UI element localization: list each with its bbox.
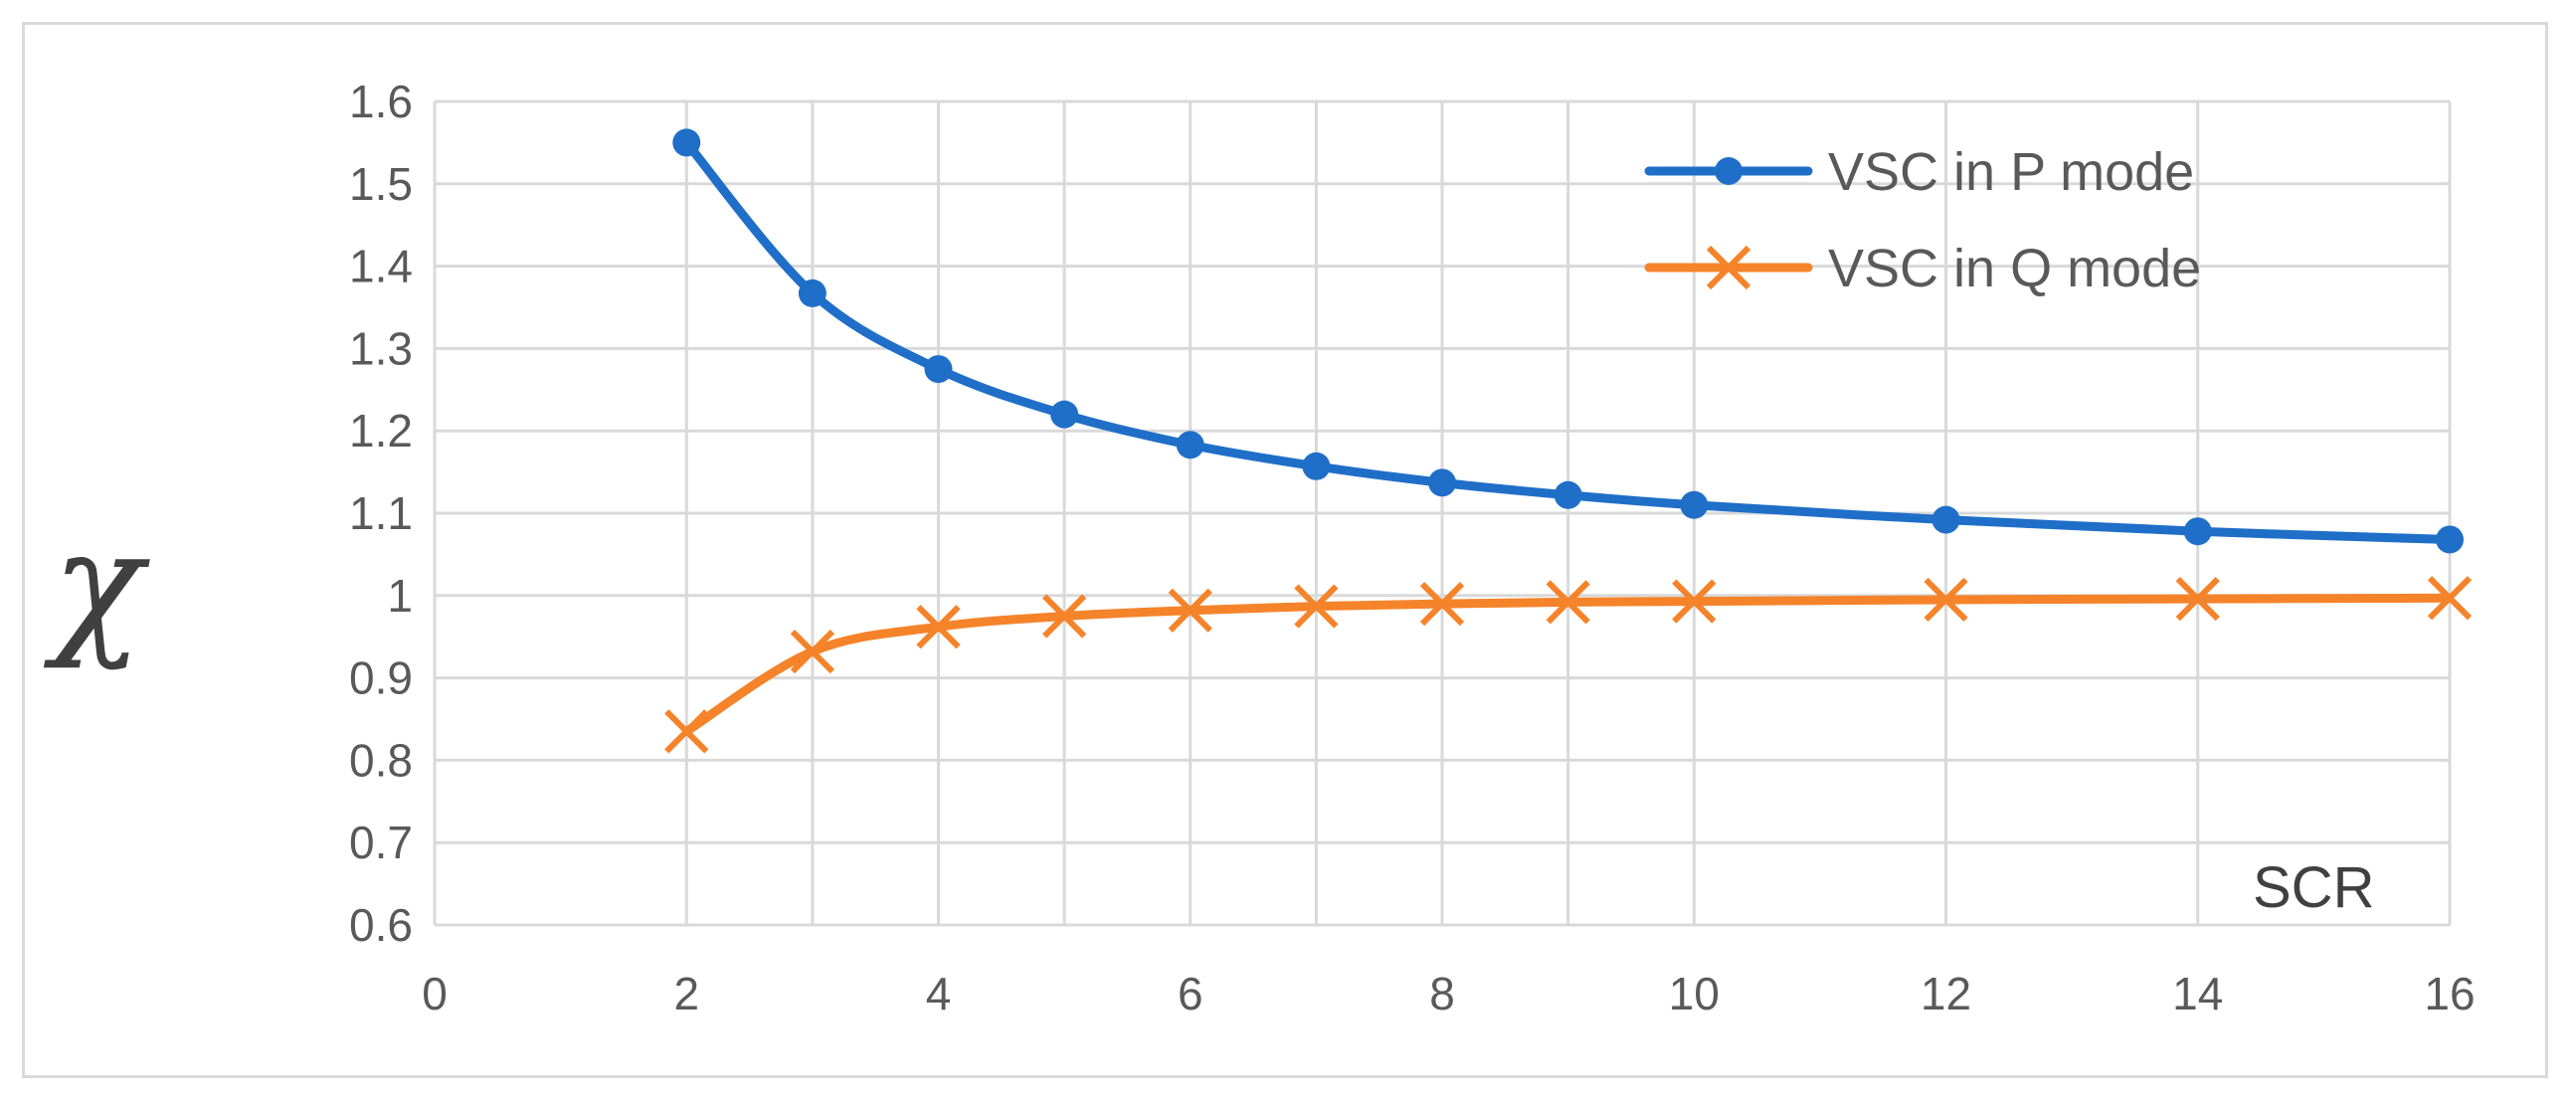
x-axis-ticks: 0 2 4 6 8 10 12 14 16	[422, 968, 2475, 1019]
data-point	[924, 355, 953, 384]
chart-frame	[22, 22, 2548, 1078]
y-tick-label: 1	[387, 570, 413, 622]
data-point	[1419, 581, 1465, 627]
x-axis-label: SCR	[2253, 855, 2374, 920]
data-point	[1294, 584, 1339, 629]
data-point	[1680, 490, 1709, 519]
series-line	[681, 137, 2455, 544]
data-point-stroke	[1042, 594, 1087, 639]
legend-label: VSC in P mode	[1828, 142, 2194, 202]
data-point	[2427, 576, 2473, 621]
x-tick-label: 12	[1921, 968, 1971, 1019]
data-point	[1302, 452, 1331, 480]
data-point	[916, 605, 961, 649]
y-tick-label: 0.6	[349, 899, 413, 951]
data-point-stroke	[664, 709, 709, 754]
y-tick-label: 1.3	[349, 322, 413, 374]
data-point-stroke	[1672, 579, 1717, 624]
x-tick-label: 8	[1429, 968, 1455, 1019]
data-point	[664, 709, 709, 754]
y-tick-label: 1.2	[349, 405, 413, 457]
data-point	[2183, 517, 2212, 546]
legend-entry: VSC in Q mode	[1644, 239, 2201, 298]
data-point	[1546, 580, 1590, 625]
data-point	[1176, 431, 1204, 459]
data-point-stroke	[1294, 584, 1339, 629]
y-axis-label: χ	[44, 499, 151, 672]
x-tick-label: 16	[2424, 968, 2475, 1019]
y-tick-label: 0.7	[349, 817, 413, 868]
y-tick-label: 1.4	[349, 241, 413, 292]
legend-marker-stroke	[1706, 245, 1751, 290]
data-point	[1428, 468, 1456, 497]
data-point	[1924, 577, 1968, 623]
data-point-stroke	[1546, 580, 1590, 625]
legend: VSC in P mode VSC in Q mode	[1644, 142, 2201, 298]
series-q-mode	[664, 576, 2473, 754]
legend-marker	[1715, 157, 1743, 185]
data-point	[2436, 525, 2464, 554]
data-point	[1168, 588, 1212, 633]
x-tick-label: 10	[1669, 968, 1720, 1019]
x-tick-label: 6	[1178, 968, 1203, 1019]
y-tick-label: 0.9	[349, 652, 413, 704]
x-tick-label: 0	[422, 968, 448, 1019]
data-point	[672, 128, 701, 157]
x-tick-label: 14	[2172, 968, 2223, 1019]
data-point-stroke	[790, 629, 834, 674]
data-point	[2175, 576, 2220, 622]
data-point-stroke	[1419, 581, 1465, 627]
data-point-stroke	[916, 605, 961, 649]
data-point-stroke	[2427, 576, 2473, 621]
grid	[433, 99, 2452, 927]
data-point	[1932, 505, 1960, 534]
legend-entry: VSC in P mode	[1644, 142, 2194, 202]
legend-marker	[1706, 245, 1751, 290]
data-point	[1672, 579, 1717, 624]
y-tick-label: 0.8	[349, 734, 413, 786]
data-point	[1042, 594, 1087, 639]
y-tick-label: 1.5	[349, 158, 413, 210]
legend-label: VSC in Q mode	[1828, 239, 2201, 298]
series-layer	[664, 128, 2473, 754]
data-point	[798, 278, 827, 307]
series-p-mode	[672, 128, 2464, 554]
data-point	[1554, 480, 1582, 509]
data-point-stroke	[2175, 576, 2220, 622]
y-axis-ticks: 0.6 0.7 0.8 0.9 1 1.1 1.2 1.3 1.4 1.5 1.6	[349, 76, 413, 951]
data-point-stroke	[1168, 588, 1212, 633]
y-tick-label: 1.1	[349, 487, 413, 539]
data-point	[790, 629, 834, 674]
data-point	[1050, 400, 1079, 429]
data-point-stroke	[1924, 577, 1968, 623]
x-tick-label: 4	[926, 968, 952, 1019]
x-tick-label: 2	[673, 968, 699, 1019]
y-tick-label: 1.6	[349, 76, 413, 127]
